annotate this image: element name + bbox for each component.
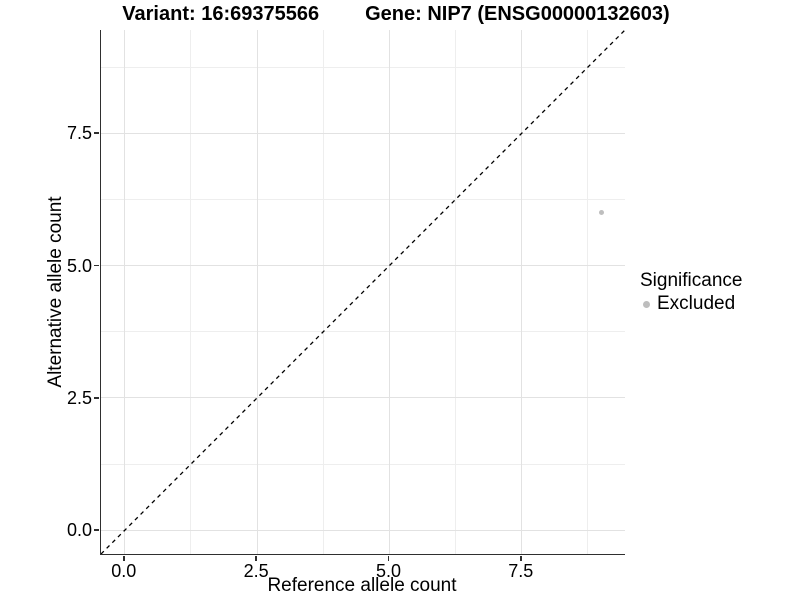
y-axis-title: Alternative allele count xyxy=(45,196,66,388)
gridline-major-v xyxy=(124,30,126,554)
gridline-minor-h xyxy=(101,198,625,200)
gridline-minor-h xyxy=(101,66,625,68)
y-tick-label: 5.0 xyxy=(66,255,92,276)
x-tick-label: 5.0 xyxy=(375,561,401,581)
legend-title: Significance xyxy=(640,270,743,291)
plot-title-variant: Variant: 16:69375566 xyxy=(122,3,320,25)
x-tick-label: 2.5 xyxy=(243,561,269,581)
gridline-major-h xyxy=(101,529,625,531)
legend-swatch-icon xyxy=(643,300,650,308)
y-tick-mark xyxy=(93,132,99,134)
legend-entry-label: Excluded xyxy=(657,293,736,314)
gridline-major-h xyxy=(101,397,625,399)
gridline-minor-v xyxy=(587,30,589,554)
gridline-major-v xyxy=(256,30,258,554)
gridline-minor-h xyxy=(101,463,625,465)
gridline-major-h xyxy=(101,265,625,267)
x-tick-label: 7.5 xyxy=(508,561,534,581)
gridline-minor-h xyxy=(101,331,625,333)
x-tick-label: 0.0 xyxy=(111,561,137,581)
plot-title: Variant: 16:69375566 Gene: NIP7 (ENSG000… xyxy=(0,3,792,26)
y-tick-label: 0.0 xyxy=(66,520,92,541)
gridline-major-v xyxy=(388,30,390,554)
y-tick-label: 7.5 xyxy=(66,123,92,144)
x-tick-mark xyxy=(520,555,522,561)
x-tick-mark xyxy=(387,555,390,561)
gridline-major-h xyxy=(101,132,625,134)
gridline-major-v xyxy=(521,30,523,554)
y-tick-mark xyxy=(93,397,99,399)
data-point xyxy=(598,210,604,216)
gridline-minor-v xyxy=(455,30,457,554)
gridline-minor-v xyxy=(322,30,324,554)
x-tick-mark xyxy=(123,555,125,561)
legend: Significance Excluded xyxy=(640,270,742,315)
y-tick-mark xyxy=(93,264,99,267)
legend-entry-excluded: Excluded xyxy=(640,293,742,315)
y-tick-label: 2.5 xyxy=(66,387,92,408)
plot-panel xyxy=(100,30,625,555)
identity-line xyxy=(101,30,625,554)
plot-title-gene: Gene: NIP7 (ENSG00000132603) xyxy=(365,3,670,25)
gridline-minor-v xyxy=(190,30,192,554)
y-tick-mark xyxy=(93,529,99,531)
x-tick-mark xyxy=(255,555,257,561)
x-axis-title: Reference allele count xyxy=(267,575,457,596)
